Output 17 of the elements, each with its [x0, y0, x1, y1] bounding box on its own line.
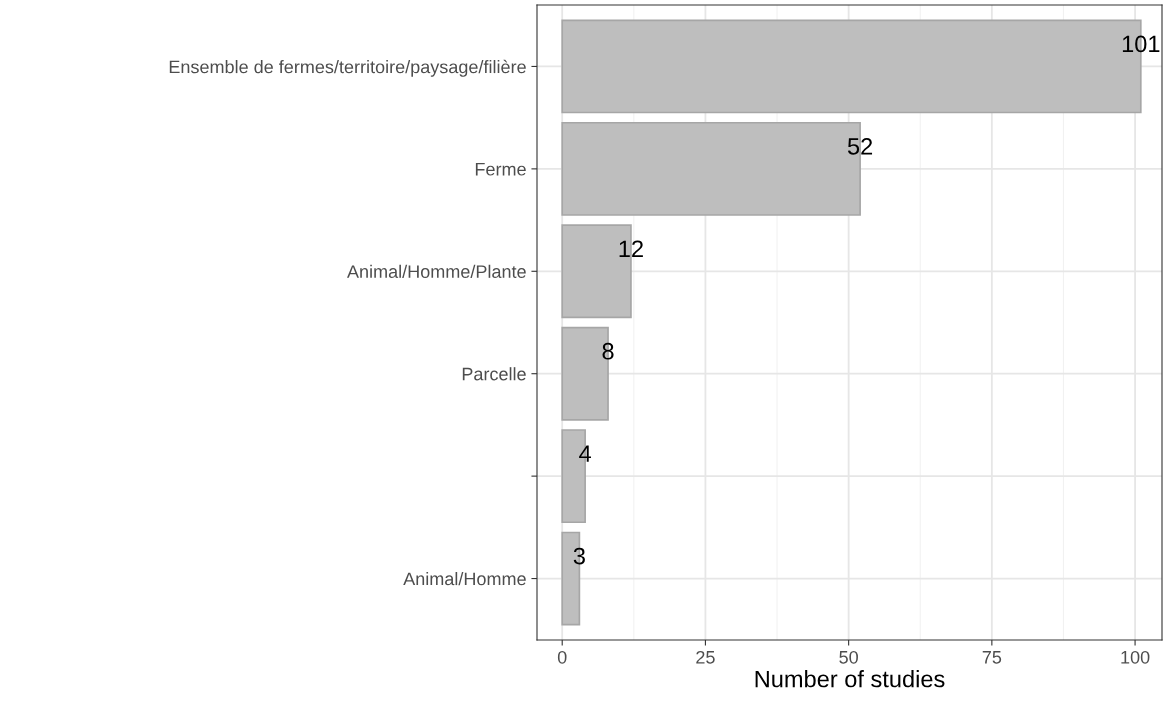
y-tick-label: Parcelle	[462, 367, 526, 381]
x-tick-label: 75	[982, 651, 1002, 664]
x-tick-label: 0	[557, 650, 567, 664]
y-tick-label: Ensemble de fermes/territoire/paysage/filière	[169, 59, 526, 77]
x-tick-label: 50	[839, 650, 858, 664]
y-tick-label: Animal/Homme	[403, 572, 526, 586]
data-label: 12	[619, 240, 643, 257]
data-label: 101	[1122, 35, 1160, 53]
y-tick-label: Animal/Homme/Plante	[347, 264, 526, 279]
data-label: 52	[847, 138, 873, 155]
data-label: 8	[602, 342, 614, 360]
x-axis-title: Number of studies	[755, 670, 945, 688]
y-tick-label: Ferme	[475, 162, 526, 176]
x-tick-label: 25	[696, 650, 715, 664]
data-label: 4	[579, 445, 591, 462]
x-tick-label: 100	[1121, 650, 1150, 664]
data-label: 3	[573, 547, 585, 565]
